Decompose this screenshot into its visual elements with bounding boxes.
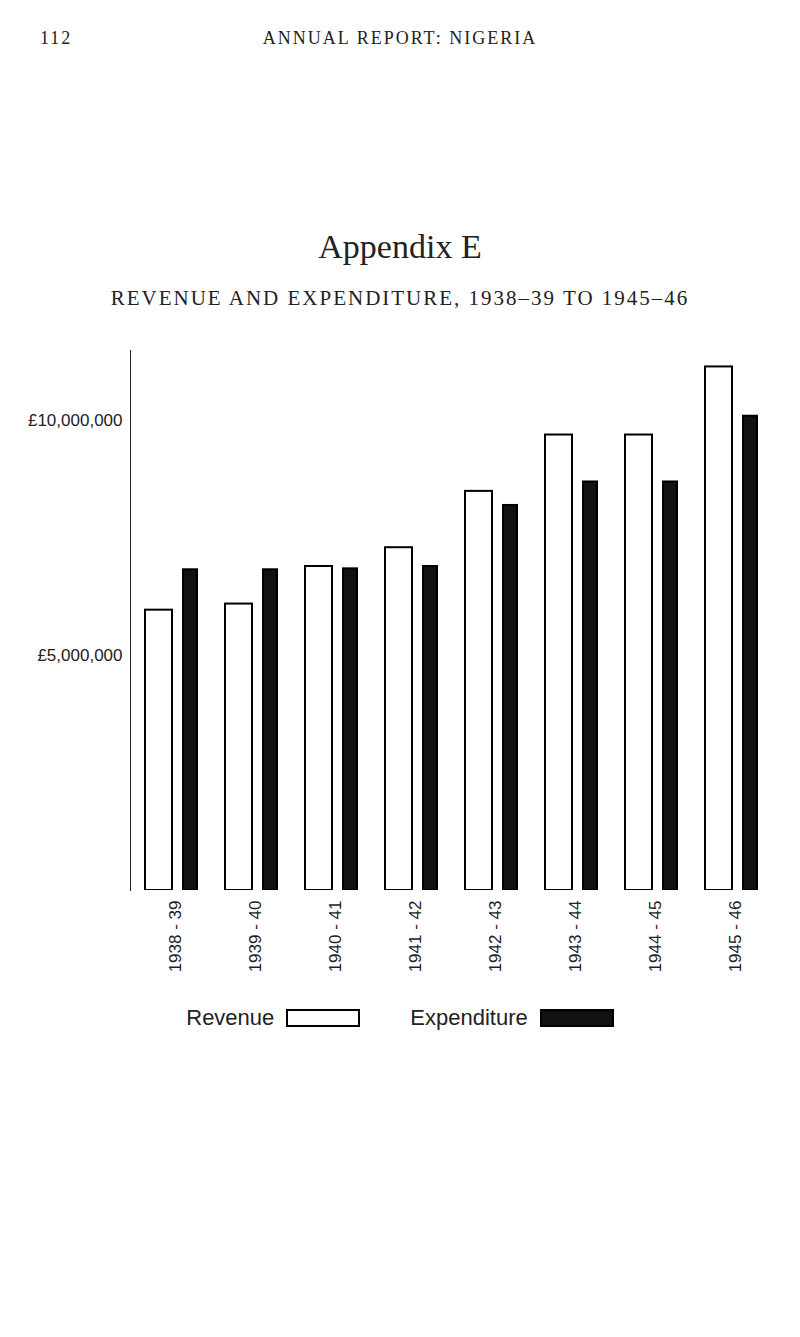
html-text:Expenditure: Expenditure	[410, 1005, 528, 1030]
svg-text:£5,000,000: £5,000,000	[37, 646, 122, 665]
svg-text:1944 - 45: 1944 - 45	[646, 901, 665, 973]
html-text:REVENUE AND EXPENDITURE, 1938–: REVENUE AND EXPENDITURE, 1938–39 TO 1945…	[110, 286, 690, 310]
html-text:ANNUAL REPORT: NIGERIA: ANNUAL REPORT: NIGERIA	[262, 28, 538, 48]
html-text:112: 112	[40, 28, 73, 48]
svg-text:1939 - 40: 1939 - 40	[246, 901, 265, 973]
html-text:Appendix E: Appendix E	[318, 228, 482, 265]
svg-text:1941 - 42: 1941 - 42	[406, 901, 425, 973]
svg-text:1938 - 39: 1938 - 39	[166, 901, 185, 973]
svg-text:1940 - 41: 1940 - 41	[326, 901, 345, 973]
svg-text:1945 - 46: 1945 - 46	[726, 901, 745, 973]
html-text:Revenue: Revenue	[186, 1005, 275, 1030]
svg-text:£10,000,000: £10,000,000	[28, 411, 123, 430]
svg-text:1943 - 44: 1943 - 44	[566, 901, 585, 973]
svg-text:1942 - 43: 1942 - 43	[486, 901, 505, 973]
